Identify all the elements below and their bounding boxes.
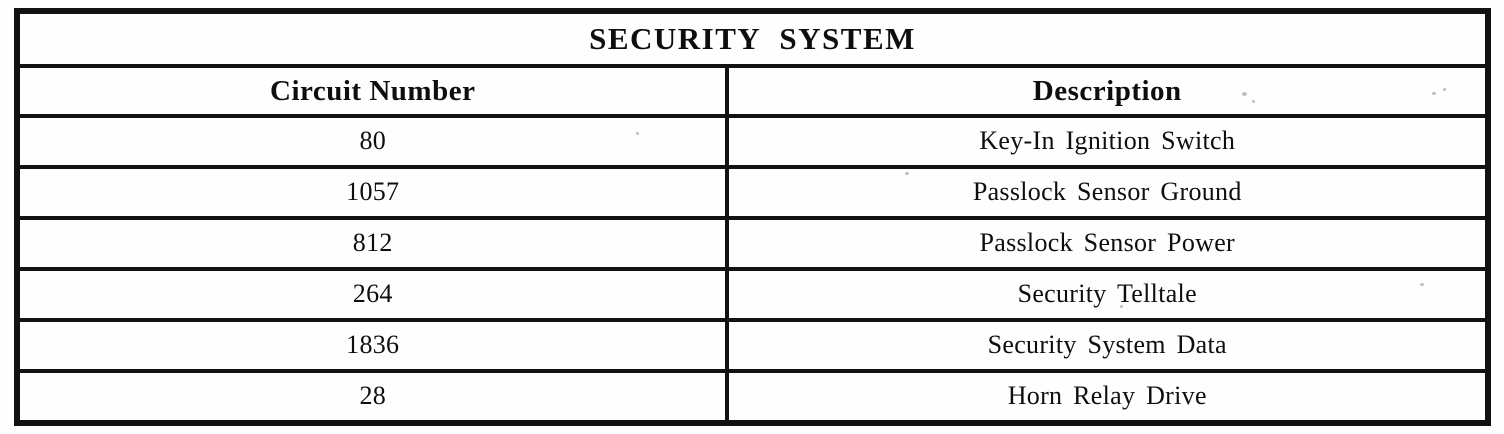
description-cell: Key-In Ignition Switch	[725, 114, 1490, 169]
table-row: 264 Security Telltale	[14, 266, 1490, 322]
description-cell: Passlock Sensor Power	[725, 215, 1490, 271]
scan-artifact	[1420, 283, 1424, 286]
table-header-row: Circuit Number Description	[14, 64, 1490, 118]
scan-artifact	[1252, 100, 1255, 103]
circuit-number-cell: 1836	[14, 317, 730, 373]
circuit-number-cell: 1057	[14, 164, 730, 220]
description-cell: Security Telltale	[725, 266, 1490, 322]
table-title-row: SECURITY SYSTEM	[15, 9, 1490, 68]
description-cell: Horn Relay Drive	[725, 368, 1490, 426]
security-system-table: SECURITY SYSTEM Circuit Number Descripti…	[14, 8, 1491, 426]
scan-artifact	[636, 132, 639, 135]
table-row: 812 Passlock Sensor Power	[14, 215, 1490, 271]
circuit-number-cell: 28	[14, 368, 730, 426]
circuit-number-cell: 264	[14, 266, 730, 322]
table-row: 80 Key-In Ignition Switch	[14, 114, 1490, 169]
table-title: SECURITY SYSTEM	[15, 9, 1490, 68]
table-row: 1057 Passlock Sensor Ground	[14, 164, 1490, 220]
description-cell: Passlock Sensor Ground	[725, 164, 1490, 220]
column-header-description: Description	[725, 64, 1490, 118]
scan-artifact	[905, 172, 909, 175]
table-row: 28 Horn Relay Drive	[14, 368, 1490, 426]
column-header-circuit-number: Circuit Number	[14, 64, 730, 118]
scan-artifact	[1432, 92, 1436, 95]
circuit-number-cell: 80	[14, 114, 730, 169]
scan-artifact	[1120, 305, 1123, 308]
circuit-number-cell: 812	[14, 215, 730, 271]
table-row: 1836 Security System Data	[14, 317, 1490, 373]
scan-artifact	[1242, 92, 1247, 96]
description-cell: Security System Data	[725, 317, 1490, 373]
scan-artifact	[1443, 88, 1446, 91]
